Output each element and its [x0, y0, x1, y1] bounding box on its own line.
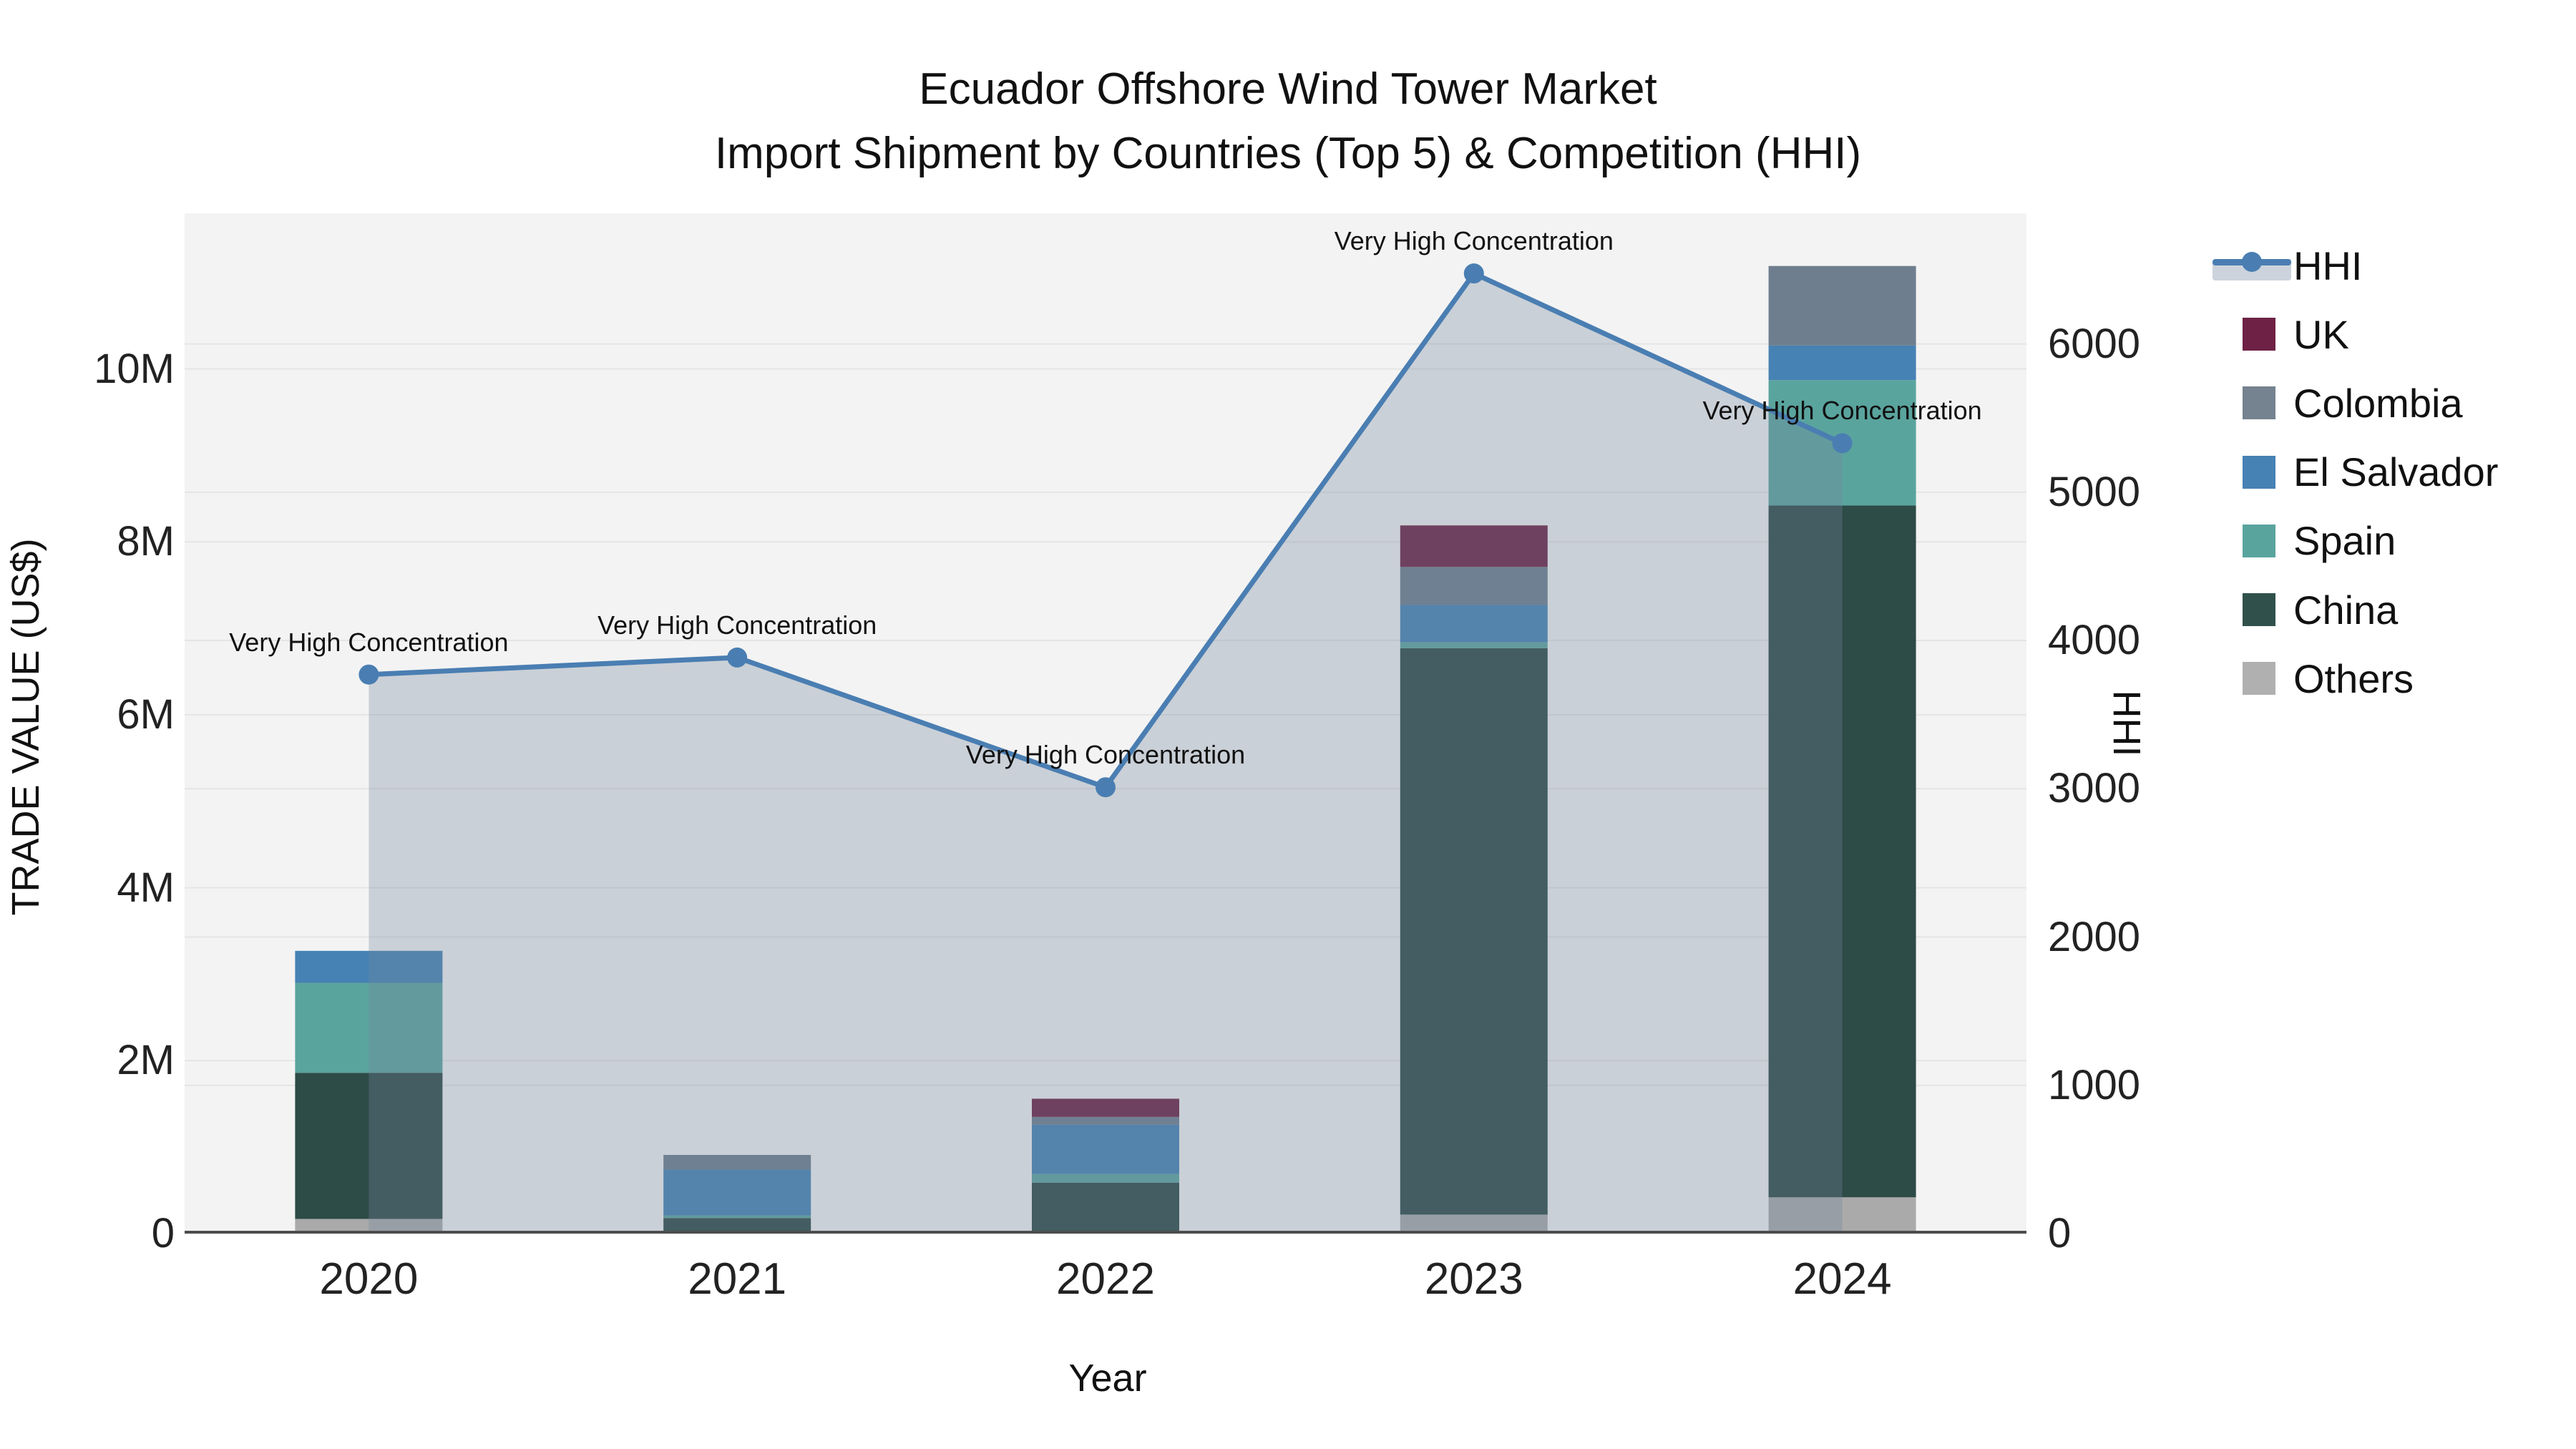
hhi-marker[interactable] [358, 664, 379, 685]
annotation-very-high-concentration: Very High Concentration [1702, 396, 1982, 426]
legend-swatch [2243, 318, 2275, 351]
bar-segment-china[interactable] [1032, 1182, 1179, 1234]
y-right-tick-label: 5000 [2048, 468, 2141, 515]
bar-segment-china[interactable] [663, 1218, 811, 1234]
legend-swatch [2243, 662, 2275, 696]
legend-swatch [2243, 455, 2275, 489]
bar-segment-el-salvador[interactable] [663, 1169, 811, 1216]
bar-segment-others[interactable] [295, 1219, 443, 1234]
bar-segment-el-salvador[interactable] [1768, 345, 1916, 381]
legend-swatch [2243, 386, 2275, 420]
x-axis-title: Year [1068, 1357, 1147, 1400]
x-tick-label: 2021 [688, 1254, 787, 1304]
x-tick-label: 2020 [319, 1254, 419, 1304]
legend-label: Others [2293, 655, 2414, 701]
y-right-tick-label: 0 [2048, 1210, 2072, 1257]
y-right-axis-title: HHI [2105, 690, 2148, 757]
bar-segment-el-salvador[interactable] [1032, 1124, 1179, 1174]
legend-swatch [2243, 524, 2275, 557]
y-left-axis-title: TRADE VALUE (US$) [4, 538, 47, 916]
bar-segment-el-salvador[interactable] [1400, 605, 1548, 643]
chart-title-line1: Ecuador Offshore Wind Tower Market [919, 64, 1657, 114]
x-tick-label: 2022 [1056, 1254, 1155, 1304]
x-tick-label: 2024 [1792, 1254, 1892, 1304]
bar-segment-china[interactable] [1400, 648, 1548, 1215]
y-left-tick-label: 6M [117, 691, 175, 738]
y-left-tick-label: 4M [117, 864, 175, 911]
y-left-tick-label: 8M [117, 518, 175, 565]
bar-segment-spain[interactable] [1032, 1174, 1179, 1183]
y-right-tick-label: 4000 [2048, 617, 2141, 664]
bar-segment-uk[interactable] [1032, 1098, 1179, 1117]
plot-area-background [185, 213, 2026, 1234]
bar-segment-others[interactable] [1768, 1197, 1916, 1234]
bar-segment-colombia[interactable] [1768, 265, 1916, 346]
hhi-marker[interactable] [1463, 263, 1484, 284]
y-left-tick-label: 10M [94, 345, 175, 392]
y-right-tick-label: 2000 [2048, 913, 2141, 960]
hhi-legend-glyph [2212, 249, 2291, 282]
legend-swatch [2243, 593, 2275, 626]
y-left-tick-label: 0 [151, 1210, 175, 1257]
legend-label: El Salvador [2293, 449, 2499, 495]
y-right-tick-label: 1000 [2048, 1061, 2141, 1108]
annotation-very-high-concentration: Very High Concentration [597, 610, 877, 640]
y-left-tick-label: 2M [117, 1037, 175, 1084]
bar-segment-spain[interactable] [663, 1215, 811, 1219]
legend-label: Colombia [2293, 380, 2463, 426]
x-axis-line [185, 1231, 2026, 1234]
hhi-marker-swatch [2242, 252, 2262, 272]
y-right-tick-label: 6000 [2048, 320, 2141, 367]
bar-segment-colombia[interactable] [1400, 567, 1548, 605]
x-tick-label: 2023 [1424, 1254, 1523, 1304]
bar-segment-others[interactable] [1400, 1214, 1548, 1234]
legend-label: Spain [2293, 518, 2396, 564]
annotation-very-high-concentration: Very High Concentration [229, 627, 509, 657]
y-right-tick-label: 3000 [2048, 765, 2141, 812]
chart-title: Ecuador Offshore Wind Tower Market Impor… [0, 57, 2576, 186]
bar-segment-spain[interactable] [295, 982, 443, 1073]
hhi-area-fill [369, 273, 1843, 1234]
bar-segment-colombia[interactable] [1032, 1116, 1179, 1125]
hhi-marker[interactable] [1096, 777, 1116, 798]
legend-label: HHI [2293, 243, 2363, 288]
bar-segment-spain[interactable] [1400, 642, 1548, 648]
hhi-marker[interactable] [727, 647, 748, 668]
annotation-very-high-concentration: Very High Concentration [1334, 226, 1614, 256]
bar-segment-uk[interactable] [1400, 525, 1548, 567]
hhi-marker[interactable] [1832, 433, 1853, 454]
plot-canvas[interactable] [185, 213, 2026, 1234]
bar-segment-china[interactable] [295, 1073, 443, 1219]
annotation-very-high-concentration: Very High Concentration [965, 740, 1246, 770]
bar-segment-china[interactable] [1768, 505, 1916, 1198]
legend-label: UK [2293, 311, 2349, 357]
bar-segment-colombia[interactable] [663, 1155, 811, 1170]
bar-segment-el-salvador[interactable] [295, 950, 443, 983]
legend-label: China [2293, 587, 2399, 633]
chart-title-line2: Import Shipment by Countries (Top 5) & C… [714, 129, 1862, 178]
